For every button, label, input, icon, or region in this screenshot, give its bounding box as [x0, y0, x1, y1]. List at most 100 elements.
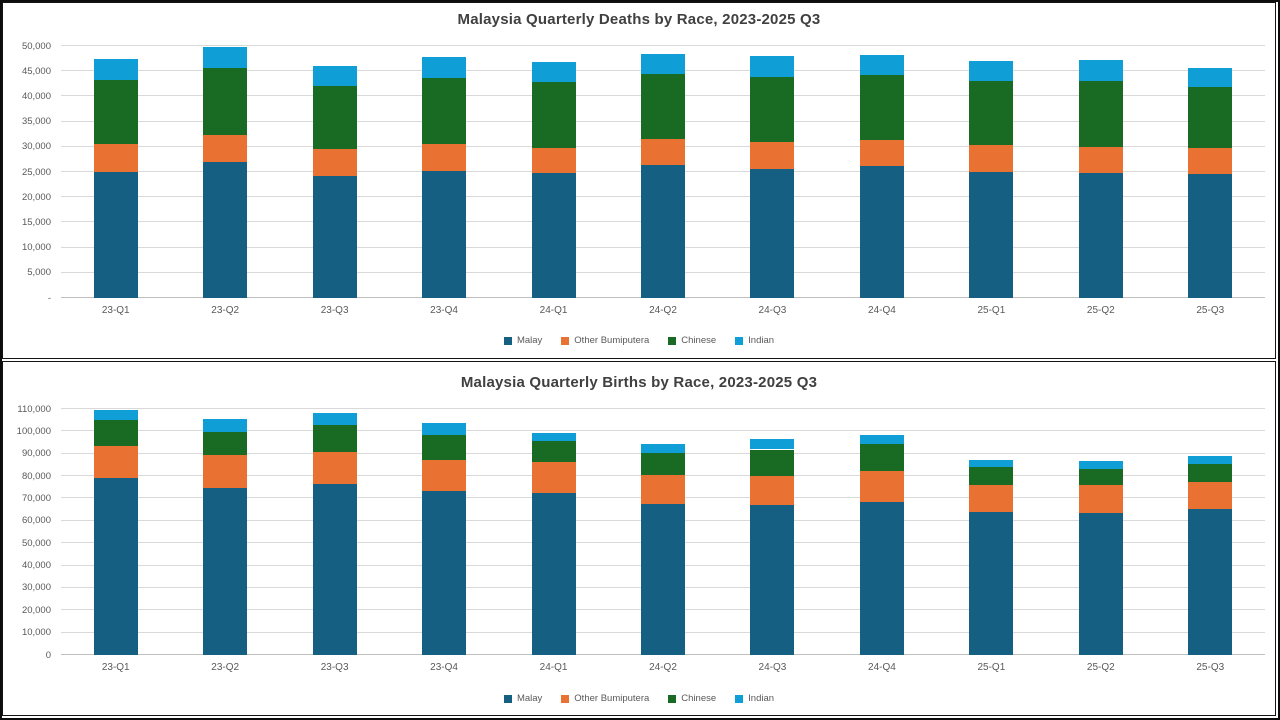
legend-item-malay: Malay: [503, 693, 543, 704]
x-axis-label: 23-Q1: [101, 662, 130, 673]
y-axis-label: 30,000: [21, 582, 51, 594]
bar-segment-malay: [1188, 509, 1233, 655]
legend-swatch: [503, 336, 512, 345]
y-axis-label: 20,000: [21, 604, 51, 616]
legend-swatch: [561, 694, 570, 703]
bar-segment-other-bumiputera: [203, 135, 248, 162]
bar-24-Q3: [750, 46, 795, 298]
legend-swatch: [735, 336, 744, 345]
bar-segment-other-bumiputera: [422, 144, 467, 171]
bar-23-Q4: [422, 409, 467, 655]
x-axis-label: 23-Q3: [320, 662, 349, 673]
bar-segment-malay: [969, 172, 1014, 298]
bar-segment-indian: [1078, 59, 1123, 81]
x-axis-label: 25-Q2: [1086, 305, 1115, 316]
bar-segment-malay: [859, 501, 904, 655]
legend-item-malay: Malay: [503, 336, 542, 346]
bar-segment-indian: [859, 434, 904, 445]
y-axis-label: 10,000: [21, 241, 51, 253]
bar-23-Q2: [203, 409, 248, 655]
bar-segment-malay: [312, 175, 357, 298]
y-axis-label: -: [47, 292, 51, 304]
bar-segment-chinese: [859, 444, 904, 471]
legend-label: Chinese: [681, 693, 717, 704]
bar-segment-other-bumiputera: [1188, 148, 1233, 174]
bar-segment-chinese: [312, 86, 357, 149]
bar-segment-malay: [1188, 173, 1233, 298]
bar-segment-indian: [531, 432, 576, 441]
bar-24-Q3: [750, 409, 795, 655]
bar-25-Q3: [1188, 46, 1233, 298]
legend-item-chinese: Chinese: [668, 694, 716, 704]
bar-segment-other-bumiputera: [641, 139, 685, 166]
y-axis-label: 40,000: [21, 559, 51, 571]
bar-segment-other-bumiputera: [969, 484, 1014, 512]
bar-segment-other-bumiputera: [312, 148, 357, 176]
bar-24-Q1: [531, 46, 576, 298]
legend-label: Malay: [516, 693, 543, 704]
bar-segment-indian: [859, 55, 904, 75]
x-axis-label: 25-Q1: [977, 305, 1006, 316]
bar-segment-chinese: [1188, 87, 1233, 149]
bar-segment-indian: [969, 60, 1014, 82]
deaths-chart-title: Malaysia Quarterly Deaths by Race, 2023-…: [457, 11, 821, 28]
bar-23-Q1: [93, 409, 138, 655]
deaths-chart: Malaysia Quarterly Deaths by Race, 2023-…: [2, 2, 1276, 359]
bar-segment-indian: [641, 53, 685, 75]
gridline: [61, 45, 1265, 46]
bar-segment-chinese: [93, 80, 138, 144]
legend-label: Other Bumiputera: [574, 335, 650, 346]
bar-segment-indian: [1078, 461, 1123, 469]
bar-segment-other-bumiputera: [312, 451, 357, 484]
births-chart-title: Malaysia Quarterly Births by Race, 2023-…: [460, 374, 818, 391]
bar-segment-chinese: [641, 74, 685, 140]
legend-swatch: [735, 694, 744, 703]
x-axis-label: 25-Q3: [1196, 305, 1225, 316]
bar-segment-indian: [1188, 67, 1233, 88]
bar-segment-other-bumiputera: [859, 470, 904, 502]
bar-segment-malay: [422, 171, 467, 298]
legend-label: Indian: [748, 693, 775, 704]
bar-segment-other-bumiputera: [531, 147, 576, 173]
bar-segment-indian: [93, 59, 138, 81]
bar-segment-indian: [312, 413, 357, 426]
bar-segment-malay: [641, 504, 685, 655]
legend-swatch: [503, 694, 512, 703]
bar-segment-malay: [969, 511, 1014, 655]
bar-segment-chinese: [969, 467, 1014, 485]
bar-segment-indian: [1188, 455, 1233, 465]
x-axis-label: 25-Q1: [977, 662, 1006, 673]
bar-segment-malay: [641, 165, 685, 298]
bar-segment-other-bumiputera: [859, 139, 904, 167]
y-axis-label: 40,000: [21, 90, 51, 102]
y-axis-label: 20,000: [21, 191, 51, 203]
bar-25-Q1: [969, 409, 1014, 655]
bar-segment-malay: [93, 171, 138, 298]
bar-segment-other-bumiputera: [1188, 482, 1233, 510]
bar-segment-malay: [422, 491, 467, 655]
x-axis-label: 23-Q2: [211, 305, 240, 316]
bar-24-Q1: [531, 409, 576, 655]
bar-segment-malay: [750, 505, 795, 655]
legend-swatch: [561, 336, 570, 345]
bar-segment-chinese: [859, 74, 904, 140]
births-plot-area: 0 10,000 20,000 30,000 40,000 50,000 60,000 70,…: [17, 404, 1265, 673]
bar-segment-chinese: [422, 78, 467, 145]
bar-segment-indian: [641, 444, 685, 453]
x-axis-label: 23-Q1: [101, 305, 130, 316]
y-axis-label: 50,000: [21, 537, 51, 549]
bar-25-Q2: [1078, 46, 1123, 298]
deaths-plot-area: - 5,000 10,000 15,000 20,000 25,000 30,000 35,0…: [22, 41, 1265, 316]
bar-segment-chinese: [422, 434, 467, 460]
bar-24-Q4: [859, 46, 904, 298]
legend-swatch: [668, 336, 677, 345]
bar-segment-other-bumiputera: [422, 460, 467, 492]
bar-segment-chinese: [750, 449, 795, 476]
bar-segment-other-bumiputera: [641, 474, 685, 505]
gridline: [61, 408, 1265, 409]
bar-25-Q1: [969, 46, 1014, 298]
x-axis-label: 24-Q3: [758, 662, 787, 673]
y-axis-label: 90,000: [21, 447, 51, 459]
x-axis-label: 24-Q2: [649, 662, 677, 673]
y-axis-label: 50,000: [21, 40, 51, 52]
